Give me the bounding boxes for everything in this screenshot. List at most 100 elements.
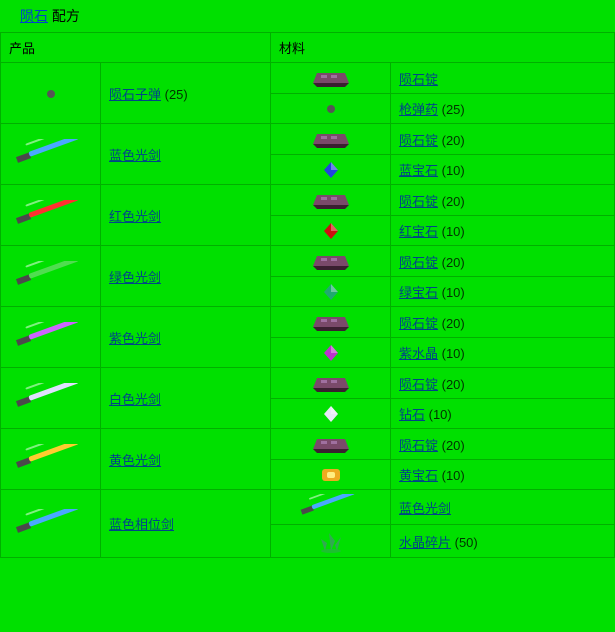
material-link[interactable]: 蓝宝石 [399, 163, 438, 178]
gem-icon [321, 221, 341, 241]
material-name-cell: 水晶碎片 (50) [391, 525, 615, 558]
material-link[interactable]: 陨石锭 [399, 438, 438, 453]
material-icon-cell [271, 429, 391, 460]
material-name-cell: 陨石锭 [391, 63, 615, 94]
title-suffix: 配方 [48, 8, 80, 24]
material-name-cell: 陨石锭 (20) [391, 124, 615, 155]
page-title: 陨石 配方 [0, 0, 615, 32]
bullet-icon [324, 102, 338, 116]
material-qty: (10) [438, 468, 465, 483]
product-icon-cell [1, 429, 101, 490]
material-icon-cell [271, 368, 391, 399]
product-name-cell: 蓝色相位剑 [101, 490, 271, 558]
product-link[interactable]: 红色光剑 [109, 209, 161, 224]
ingot-icon [311, 311, 351, 333]
material-qty: (20) [438, 316, 465, 331]
table-row: 白色光剑 陨石锭 (20) [1, 368, 615, 399]
product-name-cell: 陨石子弹 (25) [101, 63, 271, 124]
material-icon-cell [271, 185, 391, 216]
product-name-cell: 红色光剑 [101, 185, 271, 246]
material-name-cell: 钻石 (10) [391, 399, 615, 429]
material-icon-cell [271, 277, 391, 307]
product-icon-cell [1, 124, 101, 185]
material-qty: (25) [438, 102, 465, 117]
ingot-icon [311, 372, 351, 394]
product-name-cell: 紫色光剑 [101, 307, 271, 368]
col-material: 材料 [271, 33, 615, 63]
material-icon-cell [271, 307, 391, 338]
material-icon-cell [271, 246, 391, 277]
material-icon-cell [271, 460, 391, 490]
ingot-icon [311, 67, 351, 89]
material-qty: (10) [438, 285, 465, 300]
material-name-cell: 黄宝石 (10) [391, 460, 615, 490]
material-link[interactable]: 陨石锭 [399, 255, 438, 270]
product-name-cell: 白色光剑 [101, 368, 271, 429]
material-link[interactable]: 紫水晶 [399, 346, 438, 361]
ingot-icon [311, 250, 351, 272]
material-name-cell: 陨石锭 (20) [391, 429, 615, 460]
ingot-icon [311, 128, 351, 150]
material-name-cell: 蓝色光剑 [391, 490, 615, 525]
material-link[interactable]: 绿宝石 [399, 285, 438, 300]
material-name-cell: 陨石锭 (20) [391, 307, 615, 338]
gem-icon [321, 404, 341, 424]
material-qty: (50) [451, 535, 478, 550]
product-link[interactable]: 白色光剑 [109, 392, 161, 407]
shard-icon [317, 529, 345, 553]
title-link[interactable]: 陨石 [20, 8, 48, 24]
saber-icon [11, 322, 91, 352]
product-icon-cell [1, 63, 101, 124]
material-qty: (20) [438, 377, 465, 392]
product-link[interactable]: 陨石子弹 [109, 87, 161, 102]
ingot-icon [311, 433, 351, 455]
material-link[interactable]: 钻石 [399, 407, 425, 422]
material-name-cell: 陨石锭 (20) [391, 368, 615, 399]
material-name-cell: 陨石锭 (20) [391, 185, 615, 216]
material-qty: (10) [438, 224, 465, 239]
table-row: 陨石子弹 (25) 陨石锭 [1, 63, 615, 94]
product-link[interactable]: 蓝色相位剑 [109, 517, 174, 532]
material-icon-cell [271, 490, 391, 525]
material-name-cell: 绿宝石 (10) [391, 277, 615, 307]
product-icon-cell [1, 307, 101, 368]
ingot-icon [311, 189, 351, 211]
material-qty: (20) [438, 438, 465, 453]
product-link[interactable]: 紫色光剑 [109, 331, 161, 346]
table-row: 绿色光剑 陨石锭 (20) [1, 246, 615, 277]
material-qty: (10) [425, 407, 452, 422]
material-link[interactable]: 陨石锭 [399, 377, 438, 392]
table-row: 紫色光剑 陨石锭 (20) [1, 307, 615, 338]
material-icon-cell [271, 338, 391, 368]
table-row: 蓝色光剑 陨石锭 (20) [1, 124, 615, 155]
material-icon-cell [271, 124, 391, 155]
material-link[interactable]: 水晶碎片 [399, 535, 451, 550]
material-link[interactable]: 蓝色光剑 [399, 501, 451, 516]
table-row: 黄色光剑 陨石锭 (20) [1, 429, 615, 460]
material-qty: (20) [438, 133, 465, 148]
material-link[interactable]: 陨石锭 [399, 133, 438, 148]
material-qty: (10) [438, 346, 465, 361]
saber-icon [11, 444, 91, 474]
material-link[interactable]: 陨石锭 [399, 72, 438, 87]
product-link[interactable]: 黄色光剑 [109, 453, 161, 468]
material-link[interactable]: 黄宝石 [399, 468, 438, 483]
material-name-cell: 枪弹药 (25) [391, 94, 615, 124]
material-icon-cell [271, 216, 391, 246]
product-icon-cell [1, 185, 101, 246]
material-link[interactable]: 红宝石 [399, 224, 438, 239]
material-qty: (20) [438, 255, 465, 270]
col-product: 产品 [1, 33, 271, 63]
material-icon-cell [271, 155, 391, 185]
product-link[interactable]: 蓝色光剑 [109, 148, 161, 163]
product-name-cell: 蓝色光剑 [101, 124, 271, 185]
material-link[interactable]: 陨石锭 [399, 316, 438, 331]
table-row: 红色光剑 陨石锭 (20) [1, 185, 615, 216]
material-link[interactable]: 枪弹药 [399, 102, 438, 117]
table-row: 蓝色相位剑 蓝色光剑 [1, 490, 615, 525]
material-icon-cell [271, 63, 391, 94]
saber-icon [11, 509, 91, 539]
material-link[interactable]: 陨石锭 [399, 194, 438, 209]
product-link[interactable]: 绿色光剑 [109, 270, 161, 285]
gem-box-icon [320, 466, 342, 484]
